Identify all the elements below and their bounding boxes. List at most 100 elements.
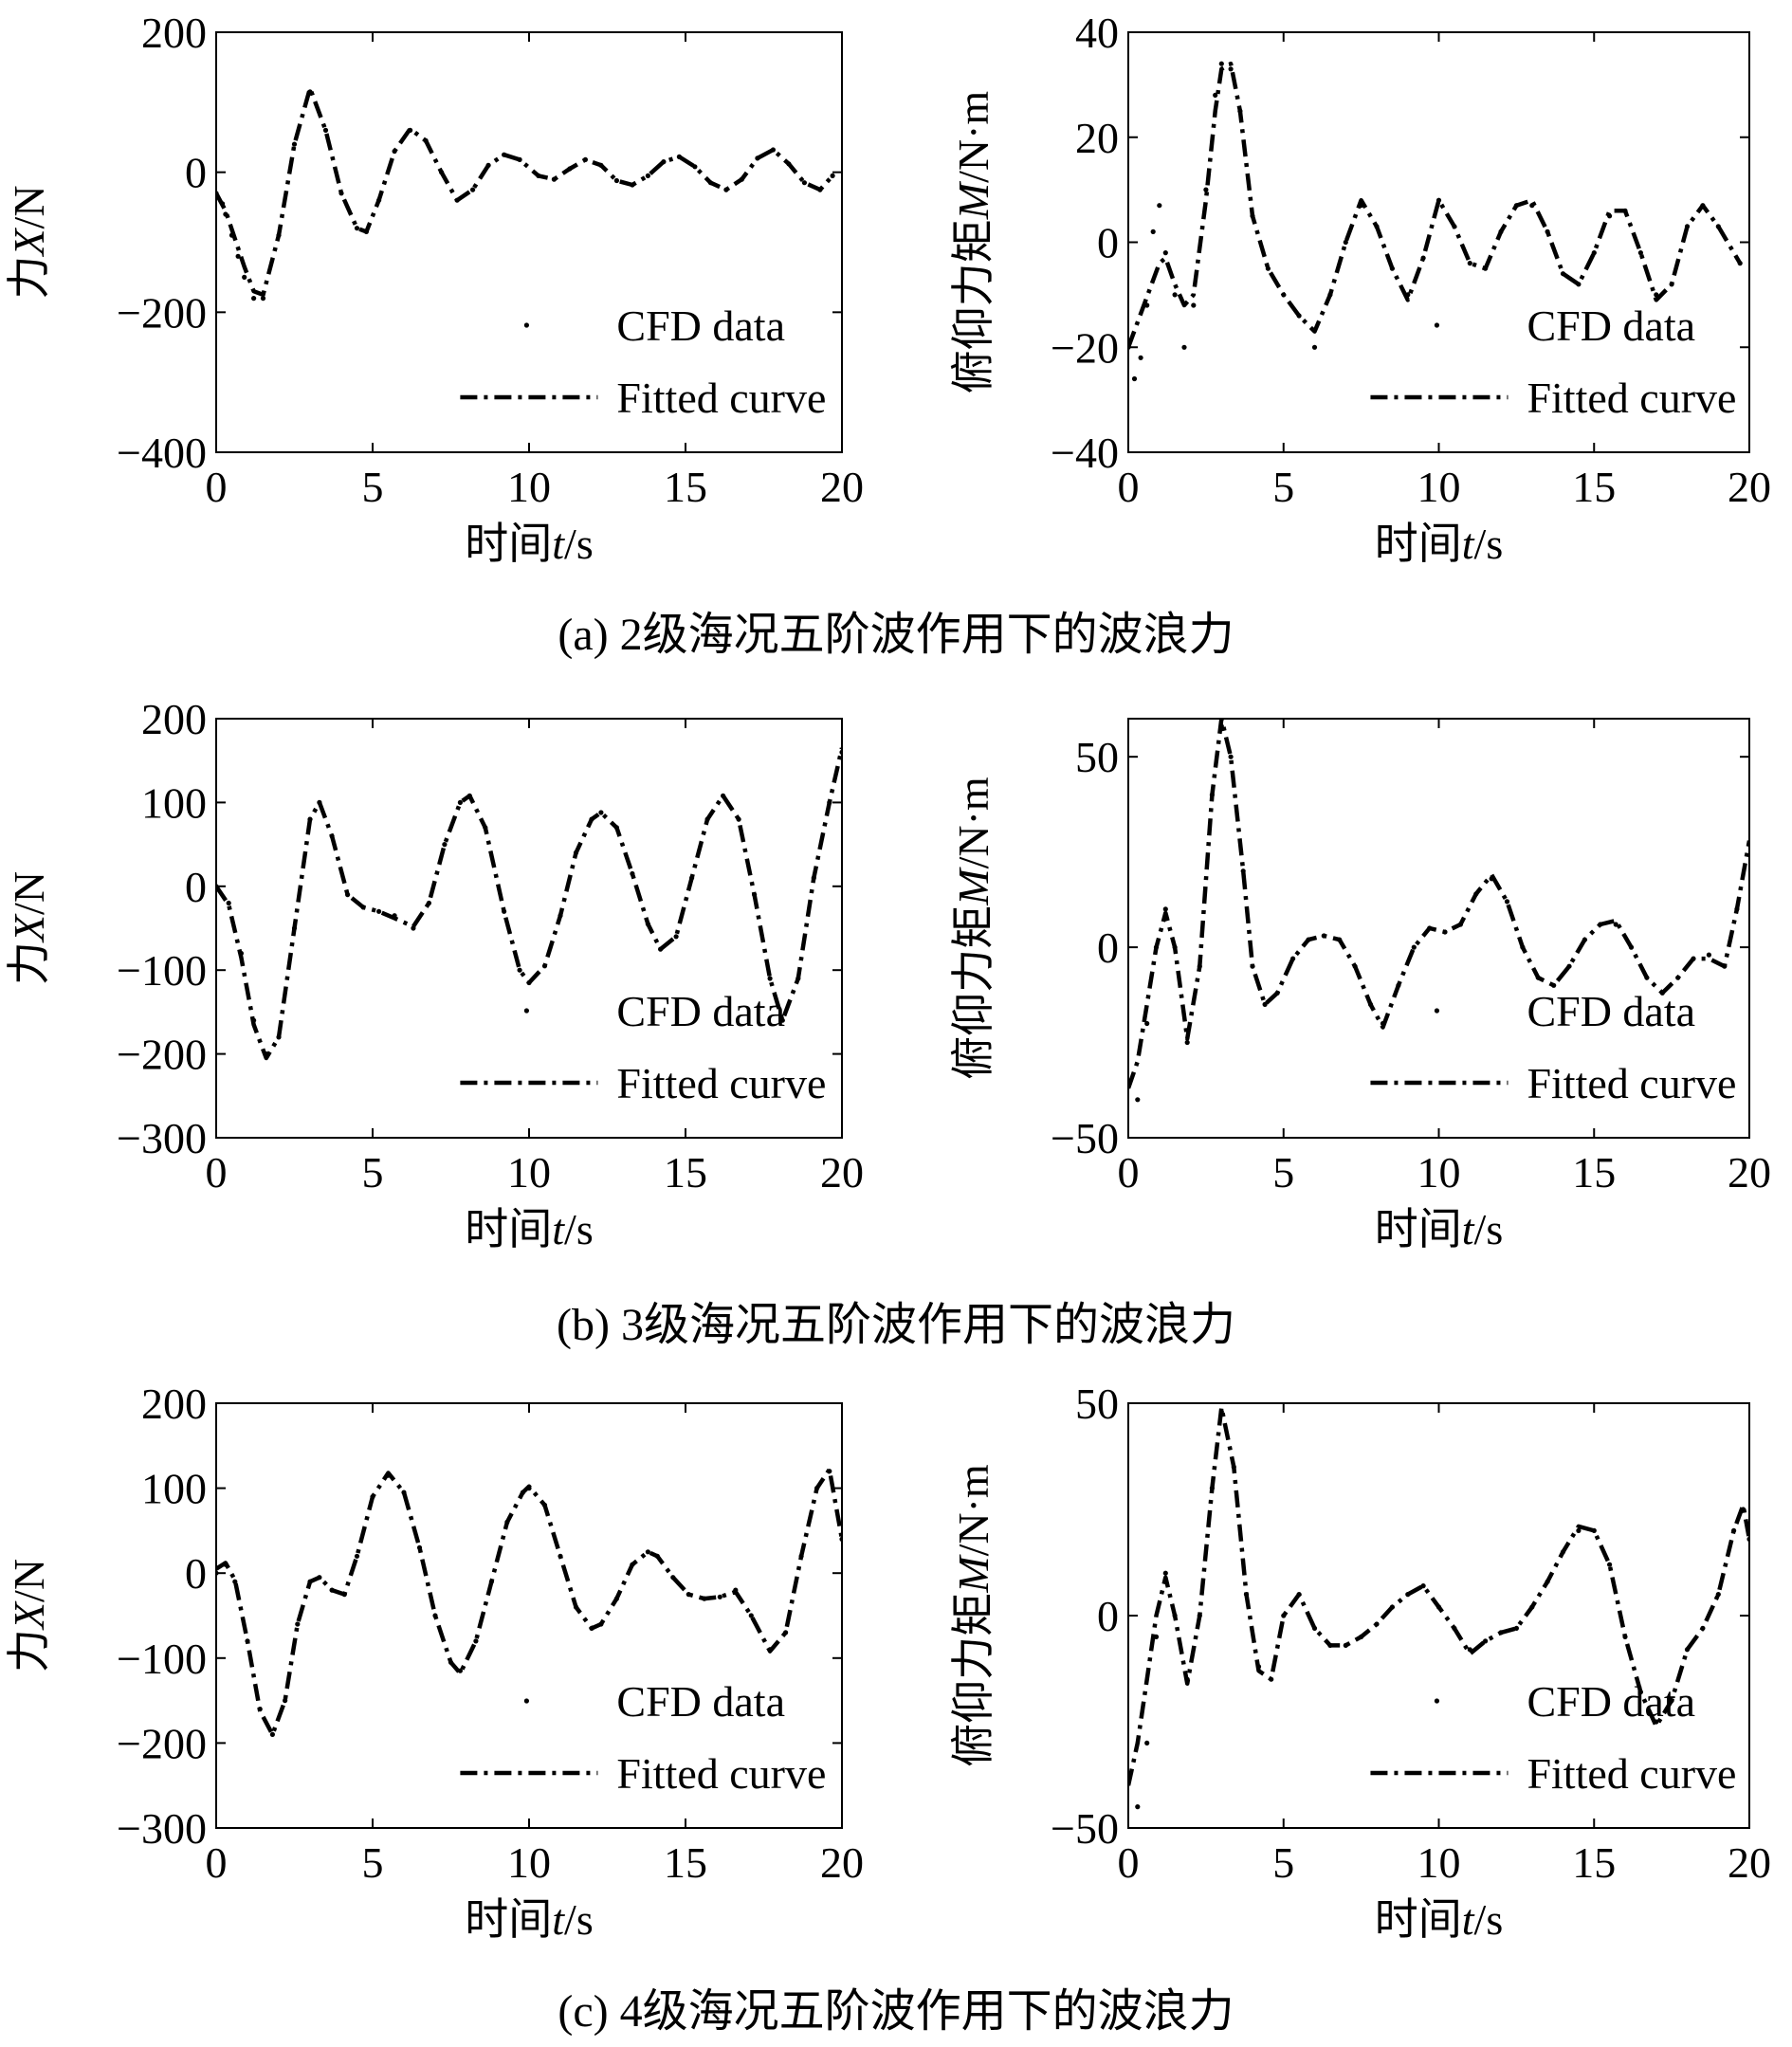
data-point [1138, 355, 1143, 360]
y-tick-label: 0 [1097, 1592, 1119, 1640]
data-point [704, 816, 710, 822]
data-point [216, 1570, 219, 1576]
data-point [589, 816, 594, 822]
data-point [457, 1668, 463, 1673]
data-point [1576, 282, 1582, 287]
data-point [811, 875, 816, 881]
data-point [1637, 1690, 1643, 1695]
y-axis-label: 力X/N [5, 1559, 53, 1672]
data-point [676, 154, 683, 159]
legend: CFD data Fitted curve [460, 302, 826, 422]
data-point [1228, 754, 1234, 759]
data-point [216, 191, 219, 196]
x-tick-label: 20 [1728, 463, 1771, 511]
y-tick-label: 200 [141, 1380, 207, 1428]
x-tick-label: 15 [664, 1148, 707, 1197]
data-point [1197, 963, 1202, 969]
y-axis-label: 力X/N [5, 185, 53, 299]
data-point [1420, 1583, 1426, 1589]
data-point [1321, 933, 1326, 939]
legend-marker-cfd [1434, 322, 1440, 328]
data-point [1128, 1774, 1131, 1780]
data-point [752, 892, 758, 898]
data-point [1737, 261, 1743, 266]
x-axis-label: 时间t/s [465, 1205, 593, 1253]
y-tick-label: −300 [117, 1804, 207, 1853]
y-tick-label: −20 [1051, 323, 1119, 372]
data-point [814, 1486, 820, 1491]
data-point [733, 1587, 739, 1593]
data-point [448, 1659, 454, 1665]
legend-label-cfd: CFD data [1527, 1677, 1695, 1726]
data-point [1218, 1409, 1224, 1415]
x-tick-label: 10 [1417, 1838, 1461, 1887]
legend: CFD data Fitted curve [1370, 987, 1736, 1107]
y-tick-label: 0 [1097, 923, 1119, 972]
data-point [827, 1469, 832, 1474]
data-point [1269, 1676, 1274, 1682]
data-point [1457, 922, 1463, 927]
data-point [786, 161, 792, 167]
data-point [1411, 944, 1417, 950]
y-tick-label: 20 [1075, 114, 1119, 162]
data-point [1203, 187, 1209, 192]
data-point [411, 925, 416, 931]
data-point [1452, 1625, 1457, 1631]
data-point [1240, 868, 1246, 874]
chart-a-force: 0 5 10 15 20 200 0 −200 −400 时间t/s 力X/N CFD data Fit… [5, 9, 864, 568]
x-tick-label: 15 [1572, 1148, 1616, 1197]
series-fitted-curve [216, 85, 834, 298]
x-axis-label: 时间t/s [1375, 1895, 1503, 1944]
data-point [1598, 922, 1603, 927]
data-point [432, 1613, 438, 1618]
data-point [439, 170, 445, 175]
data-point [1144, 302, 1150, 308]
data-point [354, 1553, 360, 1559]
data-point [488, 1579, 495, 1584]
y-axis-label: 俯仰力矩M/N·m [949, 1464, 997, 1767]
data-point [1560, 1549, 1566, 1555]
data-point [1691, 956, 1696, 961]
data-point [1427, 925, 1433, 931]
data-point [798, 1553, 804, 1559]
legend-label-cfd: CFD data [616, 987, 785, 1035]
series-cfd-data [1128, 61, 1743, 382]
data-point [1327, 1642, 1333, 1648]
data-point [517, 156, 522, 162]
x-tick-label: 15 [1572, 463, 1616, 511]
data-point [408, 127, 413, 133]
data-point [1157, 203, 1162, 209]
data-point [520, 1490, 526, 1495]
data-point [276, 232, 282, 238]
data-point [739, 176, 745, 182]
x-tick-label: 10 [507, 463, 551, 511]
data-point [1654, 292, 1659, 298]
y-tick-label: −100 [117, 946, 207, 995]
x-axis-label: 时间t/s [1375, 520, 1503, 568]
data-point [1504, 899, 1510, 905]
x-tick-label: 15 [664, 1838, 707, 1887]
data-point [1722, 963, 1728, 969]
legend-label-cfd: CFD data [1527, 987, 1695, 1035]
data-point [1359, 203, 1364, 209]
data-point [1131, 375, 1138, 382]
data-point [1473, 891, 1479, 897]
data-point [376, 908, 382, 914]
data-point [502, 152, 507, 157]
data-point [392, 148, 397, 155]
data-point [216, 884, 219, 889]
data-point [723, 187, 729, 192]
data-point [1374, 224, 1380, 229]
series-cfd-data [1128, 1409, 1749, 1810]
data-point [401, 1490, 407, 1495]
data-point [613, 1596, 620, 1601]
data-point [654, 1553, 660, 1559]
y-tick-label: −50 [1051, 1804, 1119, 1853]
y-tick-label: 50 [1075, 733, 1119, 781]
data-point [276, 1034, 282, 1040]
data-point [251, 296, 257, 302]
data-point [1327, 292, 1333, 298]
data-point [1435, 197, 1442, 203]
x-tick-label: 20 [820, 463, 864, 511]
x-tick-label: 10 [1417, 463, 1461, 511]
